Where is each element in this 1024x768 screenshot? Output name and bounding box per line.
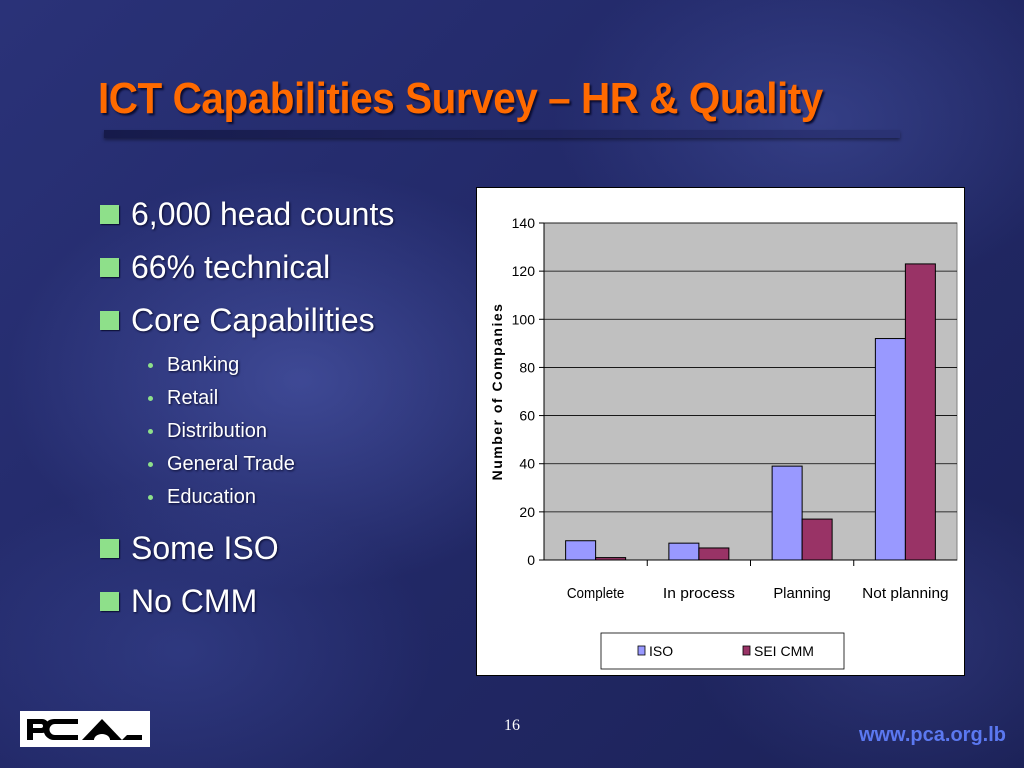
bar-sei-cmm (801, 518, 833, 561)
square-bullet-icon (100, 539, 119, 558)
bar-iso (771, 465, 803, 561)
bar-iso (668, 542, 700, 561)
dot-bullet-icon (148, 495, 153, 500)
sub-bullet-item: Banking (148, 349, 470, 382)
sub-bullet-text: General Trade (167, 453, 295, 475)
square-bullet-icon (100, 258, 119, 277)
bullet-text: No CMM (131, 583, 258, 619)
bullet-list: 6,000 head counts 66% technical Core Cap… (100, 188, 470, 628)
legend-swatch (742, 645, 751, 656)
sub-bullet-item: Retail (148, 382, 470, 415)
bullet-text: 6,000 head counts (131, 196, 395, 232)
dot-bullet-icon (148, 462, 153, 467)
legend-label: ISO (649, 643, 673, 659)
legend-swatch (637, 645, 646, 656)
dot-bullet-icon (148, 429, 153, 434)
bar-chart: 0 20 40 60 80 100 120 140 Complete In process Plan… (476, 187, 965, 676)
sub-bullet-text: Education (167, 486, 256, 508)
y-tick-label: 0 (527, 552, 535, 568)
y-axis-title: Number of Companies (489, 303, 505, 481)
pca-logo (20, 711, 150, 747)
y-tick-label: 40 (519, 456, 535, 472)
sub-bullet-text: Distribution (167, 420, 268, 442)
square-bullet-icon (100, 205, 119, 224)
title-underline (104, 130, 900, 138)
bullet-item: 66% technical (100, 241, 470, 294)
website-link[interactable]: www.pca.org.lb (858, 724, 1006, 746)
dot-bullet-icon (148, 396, 153, 401)
y-tick-label: 100 (512, 311, 536, 327)
y-tick-label: 20 (519, 504, 535, 520)
y-tick-label: 60 (519, 408, 535, 424)
x-tick-label: Not planning (862, 585, 948, 602)
sub-bullet-item: Education (148, 481, 470, 514)
square-bullet-icon (100, 592, 119, 611)
page-number: 16 (504, 717, 520, 734)
square-bullet-icon (100, 311, 119, 330)
bar-iso (874, 338, 906, 561)
dot-bullet-icon (148, 363, 153, 368)
bullet-text: 66% technical (131, 249, 331, 285)
bullet-item: 6,000 head counts (100, 188, 470, 241)
x-tick-label: Planning (773, 585, 831, 602)
sub-bullet-item: General Trade (148, 448, 470, 481)
bullet-text: Core Capabilities (131, 302, 375, 338)
sub-bullet-text: Retail (167, 387, 219, 409)
chart-svg: 0 20 40 60 80 100 120 140 Complete In process Plan… (489, 215, 958, 670)
y-tick-label: 140 (512, 215, 536, 231)
sub-bullet-list: Banking Retail Distribution General Trad… (100, 349, 470, 514)
slide-title: ICT Capabilities Survey – HR & Quality (98, 74, 823, 123)
sub-bullet-item: Distribution (148, 415, 470, 448)
bullet-item: Some ISO (100, 522, 470, 575)
bullet-item: Core Capabilities (100, 294, 470, 347)
x-tick-label: In process (663, 585, 735, 602)
bullet-text: Some ISO (131, 530, 279, 566)
bar-sei-cmm (904, 263, 936, 561)
bar-sei-cmm (698, 547, 730, 561)
legend-label: SEI CMM (754, 643, 814, 659)
y-tick-label: 120 (512, 263, 536, 279)
sub-bullet-text: Banking (167, 354, 240, 376)
y-tick-label: 80 (519, 359, 535, 375)
bullet-item: No CMM (100, 575, 470, 628)
x-tick-label: Complete (567, 585, 625, 602)
pca-logo-icon (27, 719, 142, 740)
bar-iso (565, 540, 597, 561)
bar-sei-cmm (595, 557, 627, 561)
